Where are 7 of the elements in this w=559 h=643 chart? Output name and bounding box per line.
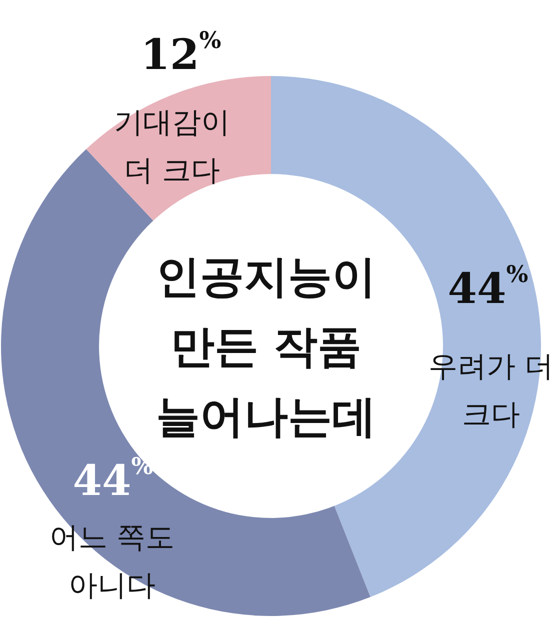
donut-slice [86, 76, 271, 221]
data-label: 44$^{%}$ [448, 261, 528, 312]
slice-label: 우려가 더 크다 [428, 349, 554, 431]
donut-slice [2, 149, 370, 616]
text: 인공지능이 만든 작품 늘어나는데 [156, 252, 376, 442]
data-label: 12$^{%}$ [140, 27, 222, 78]
slice-label: 기대감이 더 크다 [114, 105, 230, 187]
